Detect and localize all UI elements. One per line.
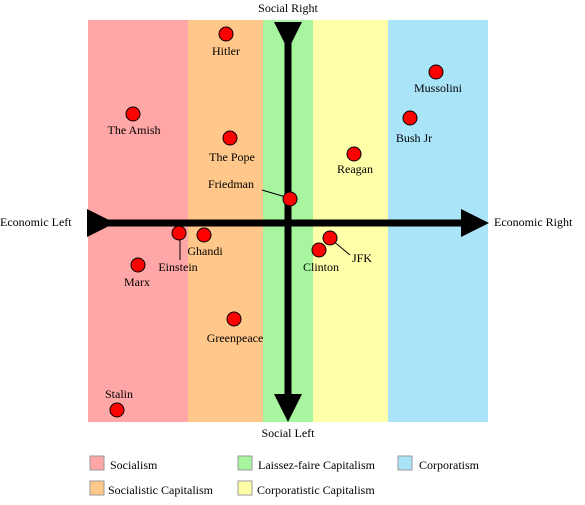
axis-label-left: Economic Left xyxy=(0,215,72,229)
legend-swatch-socialistic-capitalism xyxy=(89,480,105,496)
point-clinton xyxy=(311,242,327,258)
point-the-pope xyxy=(222,130,238,146)
legend-label-socialism: Socialism xyxy=(110,458,158,472)
point-the-amish xyxy=(125,106,141,122)
label-greenpeace: Greenpeace xyxy=(207,331,264,345)
legend-label-socialistic-capitalism: Socialistic Capitalism xyxy=(108,483,214,497)
legend-swatch-laissez-faire-capitalism xyxy=(237,455,253,471)
legend-label-corporatism: Corporatism xyxy=(419,458,480,472)
point-mussolini xyxy=(428,64,444,80)
label-the-pope: The Pope xyxy=(209,150,255,164)
label-mussolini: Mussolini xyxy=(414,81,463,95)
label-reagan: Reagan xyxy=(337,162,373,176)
label-stalin: Stalin xyxy=(105,387,133,401)
label-marx: Marx xyxy=(124,275,150,289)
label-hitler: Hitler xyxy=(212,44,240,58)
label-friedman: Friedman xyxy=(208,177,254,191)
legend: Socialism Laissez-faire Capitalism Corpo… xyxy=(89,455,480,497)
point-friedman xyxy=(282,191,298,207)
legend-label-corporatistic-capitalism: Corporatistic Capitalism xyxy=(257,483,375,497)
label-jfk: JFK xyxy=(352,251,372,265)
point-labels: Hitler Mussolini The Amish Bush Jr The P… xyxy=(105,44,463,401)
point-marx xyxy=(130,257,146,273)
legend-swatch-corporatism xyxy=(397,455,413,471)
legend-swatch-corporatistic-capitalism xyxy=(237,480,253,496)
label-bush-jr: Bush Jr xyxy=(396,131,432,145)
legend-label-laissez-faire-capitalism: Laissez-faire Capitalism xyxy=(258,458,376,472)
label-the-amish: The Amish xyxy=(108,123,161,137)
axis-label-right: Economic Right xyxy=(494,215,573,229)
point-ghandi xyxy=(196,227,212,243)
point-jfk xyxy=(322,230,338,246)
point-stalin xyxy=(109,402,125,418)
axis-label-top: Social Right xyxy=(258,1,318,15)
point-reagan xyxy=(346,146,362,162)
point-bush-jr xyxy=(402,110,418,126)
axis-label-bottom: Social Left xyxy=(262,426,316,440)
label-ghandi: Ghandi xyxy=(187,244,223,258)
label-einstein: Einstein xyxy=(158,260,197,274)
label-clinton: Clinton xyxy=(303,260,339,274)
points xyxy=(109,26,444,418)
point-greenpeace xyxy=(226,311,242,327)
point-einstein xyxy=(171,225,187,241)
point-hitler xyxy=(218,26,234,42)
legend-swatch-socialism xyxy=(89,455,105,471)
